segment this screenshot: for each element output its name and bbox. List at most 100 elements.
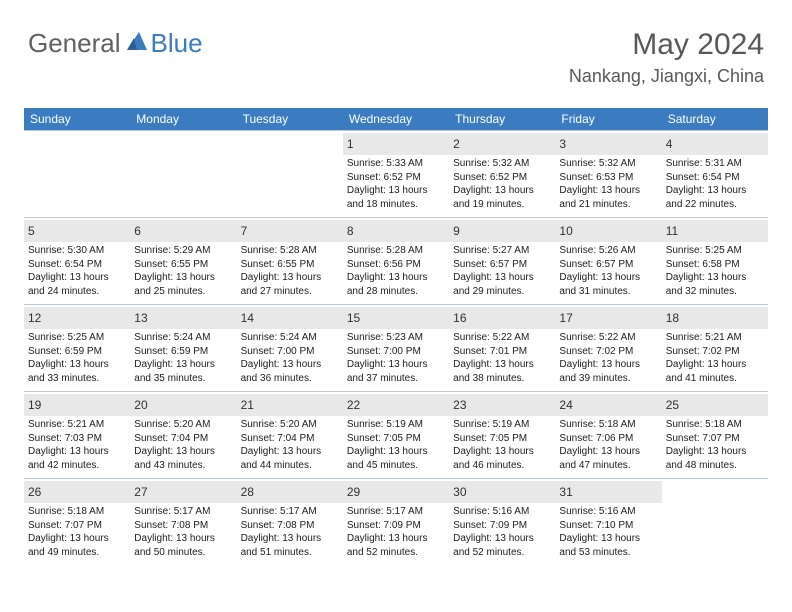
day-details: Sunrise: 5:19 AMSunset: 7:05 PMDaylight:…	[453, 418, 551, 472]
day-number-row: 20	[130, 394, 236, 416]
calendar-cell: 6Sunrise: 5:29 AMSunset: 6:55 PMDaylight…	[130, 217, 236, 304]
day-number: 22	[347, 398, 360, 412]
day-number-row: 6	[130, 220, 236, 242]
calendar-cell: 24 Sunrise: 5:18 AMSunset: 7:06 PMDayligh…	[555, 391, 661, 478]
day-details: Sunrise: 5:20 AMSunset: 7:04 PMDaylight:…	[241, 418, 339, 472]
weekday-header: Friday	[555, 108, 661, 130]
day-details: Sunrise: 5:18 AMSunset: 7:07 PMDaylight:…	[28, 505, 126, 559]
brand-logo: General Blue	[28, 28, 203, 59]
day-number-row	[237, 133, 343, 137]
weekday-header: Monday	[130, 108, 236, 130]
calendar-cell: 4Sunrise: 5:31 AMSunset: 6:54 PMDaylight…	[662, 130, 768, 217]
day-details: Sunrise: 5:28 AMSunset: 6:55 PMDaylight:…	[241, 244, 339, 298]
calendar-cell: 20 Sunrise: 5:20 AMSunset: 7:04 PMDayligh…	[130, 391, 236, 478]
day-details: Sunrise: 5:19 AMSunset: 7:05 PMDaylight:…	[347, 418, 445, 472]
day-number: 7	[241, 224, 248, 238]
calendar-cell: 15Sunrise: 5:23 AMSunset: 7:00 PMDayligh…	[343, 304, 449, 391]
day-number-row: 7	[237, 220, 343, 242]
day-number-row: 21	[237, 394, 343, 416]
brand-sail-icon	[125, 30, 149, 57]
day-details: Sunrise: 5:30 AMSunset: 6:54 PMDaylight:…	[28, 244, 126, 298]
calendar-cell: 2 Sunrise: 5:32 AMSunset: 6:52 PMDaylight…	[449, 130, 555, 217]
day-number: 28	[241, 485, 254, 499]
day-details: Sunrise: 5:18 AMSunset: 7:06 PMDaylight:…	[559, 418, 657, 472]
calendar-cell: 1 Sunrise: 5:33 AMSunset: 6:52 PMDaylight…	[343, 130, 449, 217]
calendar-cell: 10 Sunrise: 5:26 AMSunset: 6:57 PMDayligh…	[555, 217, 661, 304]
weekday-header: Wednesday	[343, 108, 449, 130]
day-details: Sunrise: 5:24 AMSunset: 6:59 PMDaylight:…	[134, 331, 232, 385]
weekday-header: Sunday	[24, 108, 130, 130]
day-details: Sunrise: 5:28 AMSunset: 6:56 PMDaylight:…	[347, 244, 445, 298]
day-number: 9	[453, 224, 460, 238]
day-number-row: 18	[662, 307, 768, 329]
calendar-cell: 7 Sunrise: 5:28 AMSunset: 6:55 PMDaylight…	[237, 217, 343, 304]
day-number-row: 9	[449, 220, 555, 242]
calendar-cell: 25 Sunrise: 5:18 AMSunset: 7:07 PMDayligh…	[662, 391, 768, 478]
day-number: 24	[559, 398, 572, 412]
day-number-row	[24, 133, 130, 137]
day-details: Sunrise: 5:18 AMSunset: 7:07 PMDaylight:…	[666, 418, 764, 472]
calendar-cell: 5 Sunrise: 5:30 AMSunset: 6:54 PMDaylight…	[24, 217, 130, 304]
day-number-row: 3	[555, 133, 661, 155]
day-number-row: 28	[237, 481, 343, 503]
weekday-header: Thursday	[449, 108, 555, 130]
calendar-cell: 28Sunrise: 5:17 AMSunset: 7:08 PMDayligh…	[237, 478, 343, 565]
calendar-cell: 27Sunrise: 5:17 AMSunset: 7:08 PMDayligh…	[130, 478, 236, 565]
day-number-row: 24	[555, 394, 661, 416]
day-number-row: 1	[343, 133, 449, 155]
day-details: Sunrise: 5:21 AMSunset: 7:02 PMDaylight:…	[666, 331, 764, 385]
day-number-row: 2	[449, 133, 555, 155]
day-number: 19	[28, 398, 41, 412]
day-number-row: 22	[343, 394, 449, 416]
day-number-row: 26	[24, 481, 130, 503]
day-number: 20	[134, 398, 147, 412]
calendar-cell	[24, 130, 130, 217]
day-details: Sunrise: 5:23 AMSunset: 7:00 PMDaylight:…	[347, 331, 445, 385]
day-number: 3	[559, 137, 566, 151]
day-number: 29	[347, 485, 360, 499]
day-number: 8	[347, 224, 354, 238]
day-number-row	[130, 133, 236, 137]
day-number: 12	[28, 311, 41, 325]
day-number: 1	[347, 137, 354, 151]
day-number: 25	[666, 398, 679, 412]
page-title: May 2024	[569, 28, 764, 62]
day-details: Sunrise: 5:22 AMSunset: 7:01 PMDaylight:…	[453, 331, 551, 385]
day-number-row: 19	[24, 394, 130, 416]
day-details: Sunrise: 5:33 AMSunset: 6:52 PMDaylight:…	[347, 157, 445, 211]
day-number: 30	[453, 485, 466, 499]
calendar-cell	[237, 130, 343, 217]
calendar-cell: 9 Sunrise: 5:27 AMSunset: 6:57 PMDaylight…	[449, 217, 555, 304]
day-number-row: 16	[449, 307, 555, 329]
day-details: Sunrise: 5:20 AMSunset: 7:04 PMDaylight:…	[134, 418, 232, 472]
day-details: Sunrise: 5:32 AMSunset: 6:52 PMDaylight:…	[453, 157, 551, 211]
day-number-row: 27	[130, 481, 236, 503]
day-number-row: 25	[662, 394, 768, 416]
day-number-row: 5	[24, 220, 130, 242]
day-details: Sunrise: 5:27 AMSunset: 6:57 PMDaylight:…	[453, 244, 551, 298]
day-number-row: 23	[449, 394, 555, 416]
day-number: 2	[453, 137, 460, 151]
day-details: Sunrise: 5:22 AMSunset: 7:02 PMDaylight:…	[559, 331, 657, 385]
day-number-row: 17	[555, 307, 661, 329]
day-details: Sunrise: 5:25 AMSunset: 6:58 PMDaylight:…	[666, 244, 764, 298]
day-number-row	[662, 481, 768, 485]
day-number: 23	[453, 398, 466, 412]
day-details: Sunrise: 5:16 AMSunset: 7:09 PMDaylight:…	[453, 505, 551, 559]
day-number-row: 8	[343, 220, 449, 242]
day-number: 14	[241, 311, 254, 325]
day-number: 26	[28, 485, 41, 499]
calendar-cell: 16Sunrise: 5:22 AMSunset: 7:01 PMDayligh…	[449, 304, 555, 391]
brand-part1: General	[28, 28, 121, 59]
day-number: 31	[559, 485, 572, 499]
day-details: Sunrise: 5:26 AMSunset: 6:57 PMDaylight:…	[559, 244, 657, 298]
calendar-cell: 31Sunrise: 5:16 AMSunset: 7:10 PMDayligh…	[555, 478, 661, 565]
day-number-row: 31	[555, 481, 661, 503]
day-number: 10	[559, 224, 572, 238]
day-number-row: 13	[130, 307, 236, 329]
day-number: 5	[28, 224, 35, 238]
day-details: Sunrise: 5:32 AMSunset: 6:53 PMDaylight:…	[559, 157, 657, 211]
calendar-cell: 3 Sunrise: 5:32 AMSunset: 6:53 PMDaylight…	[555, 130, 661, 217]
day-number-row: 11	[662, 220, 768, 242]
day-details: Sunrise: 5:29 AMSunset: 6:55 PMDaylight:…	[134, 244, 232, 298]
